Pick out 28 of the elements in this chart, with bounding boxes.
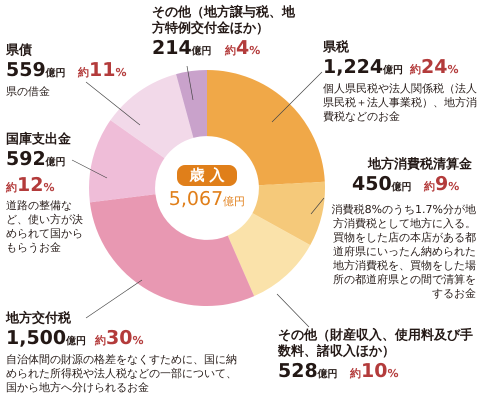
text: 約30% bbox=[95, 327, 144, 351]
slice-label: 県債 bbox=[6, 43, 33, 59]
data-label: 214億円 bbox=[152, 37, 212, 59]
slice-label: 地方交付税 bbox=[6, 311, 72, 327]
text: 約9% bbox=[424, 173, 460, 197]
text: 歳 入 bbox=[177, 165, 237, 186]
data-label: 1,500億円 bbox=[6, 327, 86, 349]
text: 自治体間の財源の格差をなくすために、国に納められた所得税や法人税などの一部について、国から地方へ分けられるお金 bbox=[6, 353, 238, 395]
text: 消費税8%のうち1.7%分が地方消費税として地方に入る。買物をした店の本店がある都道府県にいったん納められた地方消費税を、買物をした場所の都道府県との間で清算をするお金 bbox=[330, 203, 476, 301]
slice-label: 国庫支出金 bbox=[6, 132, 72, 148]
data-label: 450億円 bbox=[352, 173, 412, 195]
data-label: 528億円 bbox=[278, 360, 338, 382]
data-label: 592億円 bbox=[6, 148, 66, 170]
slice-label: 県税 bbox=[323, 40, 350, 56]
data-label: 559億円 bbox=[6, 59, 66, 81]
slice-label: その他（地方譲与税、地方特例交付金ほか） bbox=[152, 5, 296, 37]
text: 約24% bbox=[410, 56, 458, 80]
text: 約10% bbox=[350, 360, 398, 384]
slice-label: その他（財産収入、使用料及び手数料、諸収入ほか） bbox=[278, 328, 474, 360]
text: 県の借金 bbox=[6, 85, 51, 99]
data-label: 1,224億円 bbox=[323, 56, 404, 78]
text: 5,067億円 bbox=[168, 188, 246, 210]
text: 道路の整備など、使い方が決められて国からもらうお金 bbox=[6, 199, 84, 255]
text: 約11% bbox=[78, 59, 126, 83]
text: 約12% bbox=[6, 174, 56, 198]
text: 約4% bbox=[225, 37, 260, 61]
slice-label: 地方消費税清算金 bbox=[366, 157, 473, 173]
text: 個人県民税や法人関係税（法人県民税＋法人事業税）、地方消費税などのお金 bbox=[323, 82, 478, 124]
